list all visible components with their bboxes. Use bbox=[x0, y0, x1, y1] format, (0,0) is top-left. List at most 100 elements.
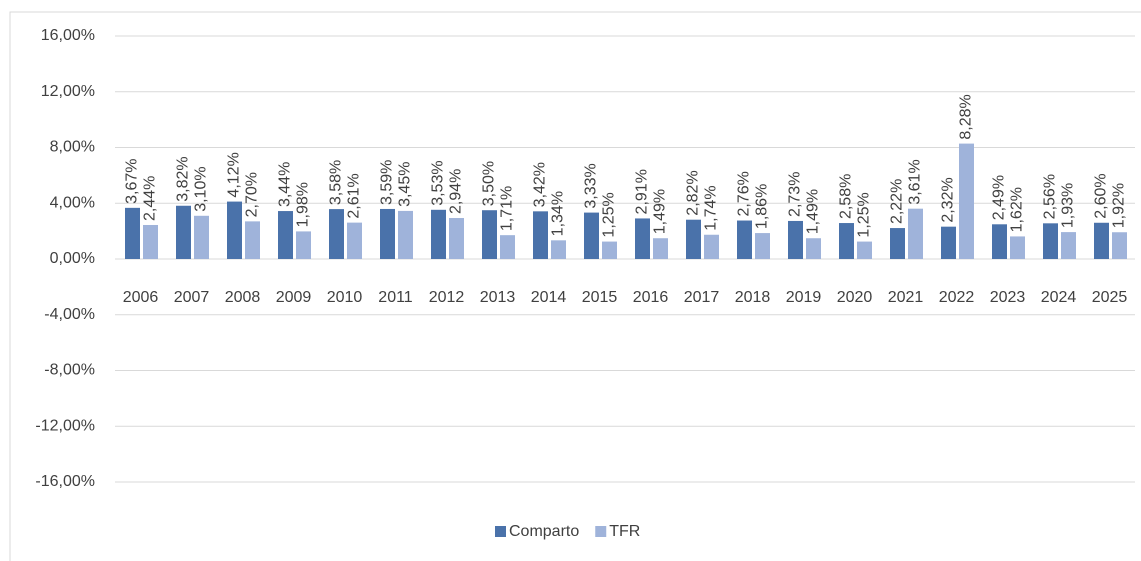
value-label: 1,92% bbox=[1111, 183, 1128, 228]
value-label: 1,34% bbox=[550, 191, 567, 236]
bar bbox=[941, 226, 956, 259]
bar bbox=[125, 207, 140, 259]
value-label: 2,32% bbox=[940, 177, 957, 222]
y-tick-label: -4,00% bbox=[44, 306, 95, 323]
bar bbox=[143, 224, 158, 259]
bar bbox=[704, 234, 719, 259]
x-tick-label: 2025 bbox=[1092, 289, 1128, 306]
bar bbox=[551, 240, 566, 259]
value-label: 1,62% bbox=[1009, 187, 1026, 232]
bar bbox=[959, 143, 974, 259]
legend-swatch bbox=[595, 526, 607, 537]
bar bbox=[908, 208, 923, 259]
value-label: 3,53% bbox=[430, 160, 447, 205]
value-label: 3,50% bbox=[481, 161, 498, 206]
x-tick-label: 2021 bbox=[888, 289, 924, 306]
bar bbox=[482, 210, 497, 259]
x-tick-label: 2007 bbox=[174, 289, 210, 306]
x-tick-label: 2020 bbox=[837, 289, 873, 306]
bar bbox=[449, 218, 464, 259]
bar bbox=[398, 210, 413, 259]
x-tick-label: 2010 bbox=[327, 289, 363, 306]
value-label: 2,73% bbox=[787, 172, 804, 217]
y-tick-label: 16,00% bbox=[41, 27, 95, 44]
y-tick-label: 0,00% bbox=[50, 250, 95, 267]
y-tick-label: -8,00% bbox=[44, 362, 95, 379]
chart-frame bbox=[9, 11, 1141, 561]
x-tick-label: 2019 bbox=[786, 289, 822, 306]
bar bbox=[245, 221, 260, 259]
value-label: 3,42% bbox=[532, 162, 549, 207]
value-label: 3,33% bbox=[583, 163, 600, 208]
x-tick-label: 2022 bbox=[939, 289, 975, 306]
bar bbox=[1010, 236, 1025, 259]
value-label: 3,82% bbox=[175, 156, 192, 201]
y-tick-label: 12,00% bbox=[41, 83, 95, 100]
value-label: 3,67% bbox=[124, 158, 141, 203]
bar bbox=[533, 211, 548, 259]
bar bbox=[347, 222, 362, 259]
bar bbox=[686, 219, 701, 259]
value-label: 2,58% bbox=[838, 174, 855, 219]
bar bbox=[737, 220, 752, 259]
value-label: 3,61% bbox=[907, 159, 924, 204]
value-label: 1,98% bbox=[295, 182, 312, 227]
x-tick-label: 2012 bbox=[429, 289, 465, 306]
bar bbox=[992, 224, 1007, 259]
legend-label: TFR bbox=[609, 523, 640, 540]
x-tick-label: 2017 bbox=[684, 289, 720, 306]
value-label: 2,76% bbox=[736, 171, 753, 216]
x-tick-label: 2013 bbox=[480, 289, 516, 306]
bar bbox=[1043, 223, 1058, 259]
bar bbox=[278, 211, 293, 259]
x-tick-label: 2018 bbox=[735, 289, 771, 306]
bar bbox=[788, 220, 803, 259]
bar bbox=[227, 201, 242, 259]
bar bbox=[431, 209, 446, 259]
value-label: 2,91% bbox=[634, 169, 651, 214]
legend-label: Comparto bbox=[509, 523, 579, 540]
value-label: 1,25% bbox=[601, 192, 618, 237]
x-tick-label: 2024 bbox=[1041, 289, 1077, 306]
x-tick-label: 2011 bbox=[378, 289, 413, 306]
x-tick-label: 2016 bbox=[633, 289, 669, 306]
value-label: 2,44% bbox=[142, 176, 159, 221]
y-tick-label: -16,00% bbox=[35, 473, 95, 490]
x-tick-label: 2014 bbox=[531, 289, 567, 306]
x-tick-label: 2023 bbox=[990, 289, 1026, 306]
bar bbox=[602, 241, 617, 259]
bar bbox=[380, 208, 395, 259]
bar bbox=[755, 233, 770, 259]
bar bbox=[296, 231, 311, 259]
bar bbox=[890, 228, 905, 259]
value-label: 1,74% bbox=[703, 185, 720, 230]
bar bbox=[194, 215, 209, 259]
value-label: 1,93% bbox=[1060, 183, 1077, 228]
bar bbox=[839, 223, 854, 259]
value-label: 3,58% bbox=[328, 160, 345, 205]
bar bbox=[329, 209, 344, 259]
value-label: 1,49% bbox=[805, 189, 822, 234]
value-label: 3,45% bbox=[397, 162, 414, 207]
value-label: 2,94% bbox=[448, 169, 465, 214]
bar bbox=[584, 212, 599, 259]
value-label: 2,70% bbox=[244, 172, 261, 217]
value-label: 8,28% bbox=[958, 94, 975, 139]
value-label: 4,12% bbox=[226, 152, 243, 197]
bar bbox=[635, 218, 650, 259]
legend-swatch bbox=[495, 526, 506, 537]
x-tick-label: 2009 bbox=[276, 289, 312, 306]
bar bbox=[1094, 222, 1109, 259]
x-tick-label: 2015 bbox=[582, 289, 618, 306]
value-label: 1,25% bbox=[856, 192, 873, 237]
value-label: 1,71% bbox=[499, 186, 516, 231]
value-label: 2,61% bbox=[346, 173, 363, 218]
value-label: 3,44% bbox=[277, 162, 294, 207]
x-tick-label: 2006 bbox=[123, 289, 159, 306]
value-label: 1,86% bbox=[754, 184, 771, 229]
y-tick-label: 8,00% bbox=[50, 139, 95, 156]
bar bbox=[806, 238, 821, 259]
value-label: 3,10% bbox=[193, 166, 210, 211]
bar bbox=[653, 238, 668, 259]
